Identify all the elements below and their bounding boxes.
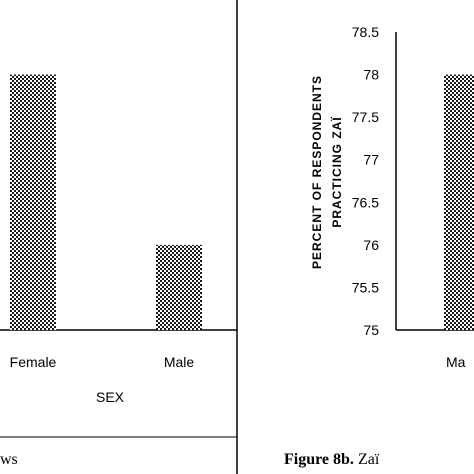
y-tick-label: 78	[363, 67, 379, 83]
category-label-ma: Ma	[446, 354, 466, 370]
y-tick-label: 75	[363, 322, 379, 338]
caption-figure-number: Figure 8b.	[284, 451, 354, 468]
y-tick-label: 77.5	[352, 109, 379, 125]
bar-male	[156, 244, 202, 330]
bars-left	[10, 74, 202, 330]
category-label-male: Male	[164, 354, 195, 370]
chart-panel-right: 75 75.5 76 76.5 77 77.5 78 78.5 Ma PERCENT OF R…	[284, 24, 474, 468]
y-tick-label: 76	[363, 237, 379, 253]
y-tick-label: 78.5	[352, 24, 379, 40]
caption-right: Figure 8b. Zaï	[284, 451, 380, 468]
y-axis-title-line2: PRACTICING ZAÏ	[329, 116, 344, 227]
bars-right	[444, 74, 474, 330]
y-tick-labels-right: 75 75.5 76 76.5 77 77.5 78 78.5	[352, 24, 379, 338]
category-labels-left: Female Male	[10, 354, 195, 370]
bar-female	[10, 74, 56, 330]
x-axis-label-left: SEX	[96, 389, 125, 405]
y-axis-title-right: PERCENT OF RESPONDENTS PRACTICING ZAÏ	[310, 75, 344, 269]
y-tick-label: 77	[363, 152, 379, 168]
caption-left: ws	[0, 451, 18, 468]
category-labels-right: Ma	[446, 354, 466, 370]
y-tick-label: 76.5	[352, 194, 379, 210]
y-tick-label: 75.5	[352, 279, 379, 295]
caption-title: Zaï	[354, 451, 380, 468]
y-axis-title-line1: PERCENT OF RESPONDENTS	[310, 75, 324, 269]
bar-ma	[444, 74, 474, 330]
chart-panel-left: Female Male SEX ws	[0, 74, 237, 468]
category-label-female: Female	[10, 354, 57, 370]
